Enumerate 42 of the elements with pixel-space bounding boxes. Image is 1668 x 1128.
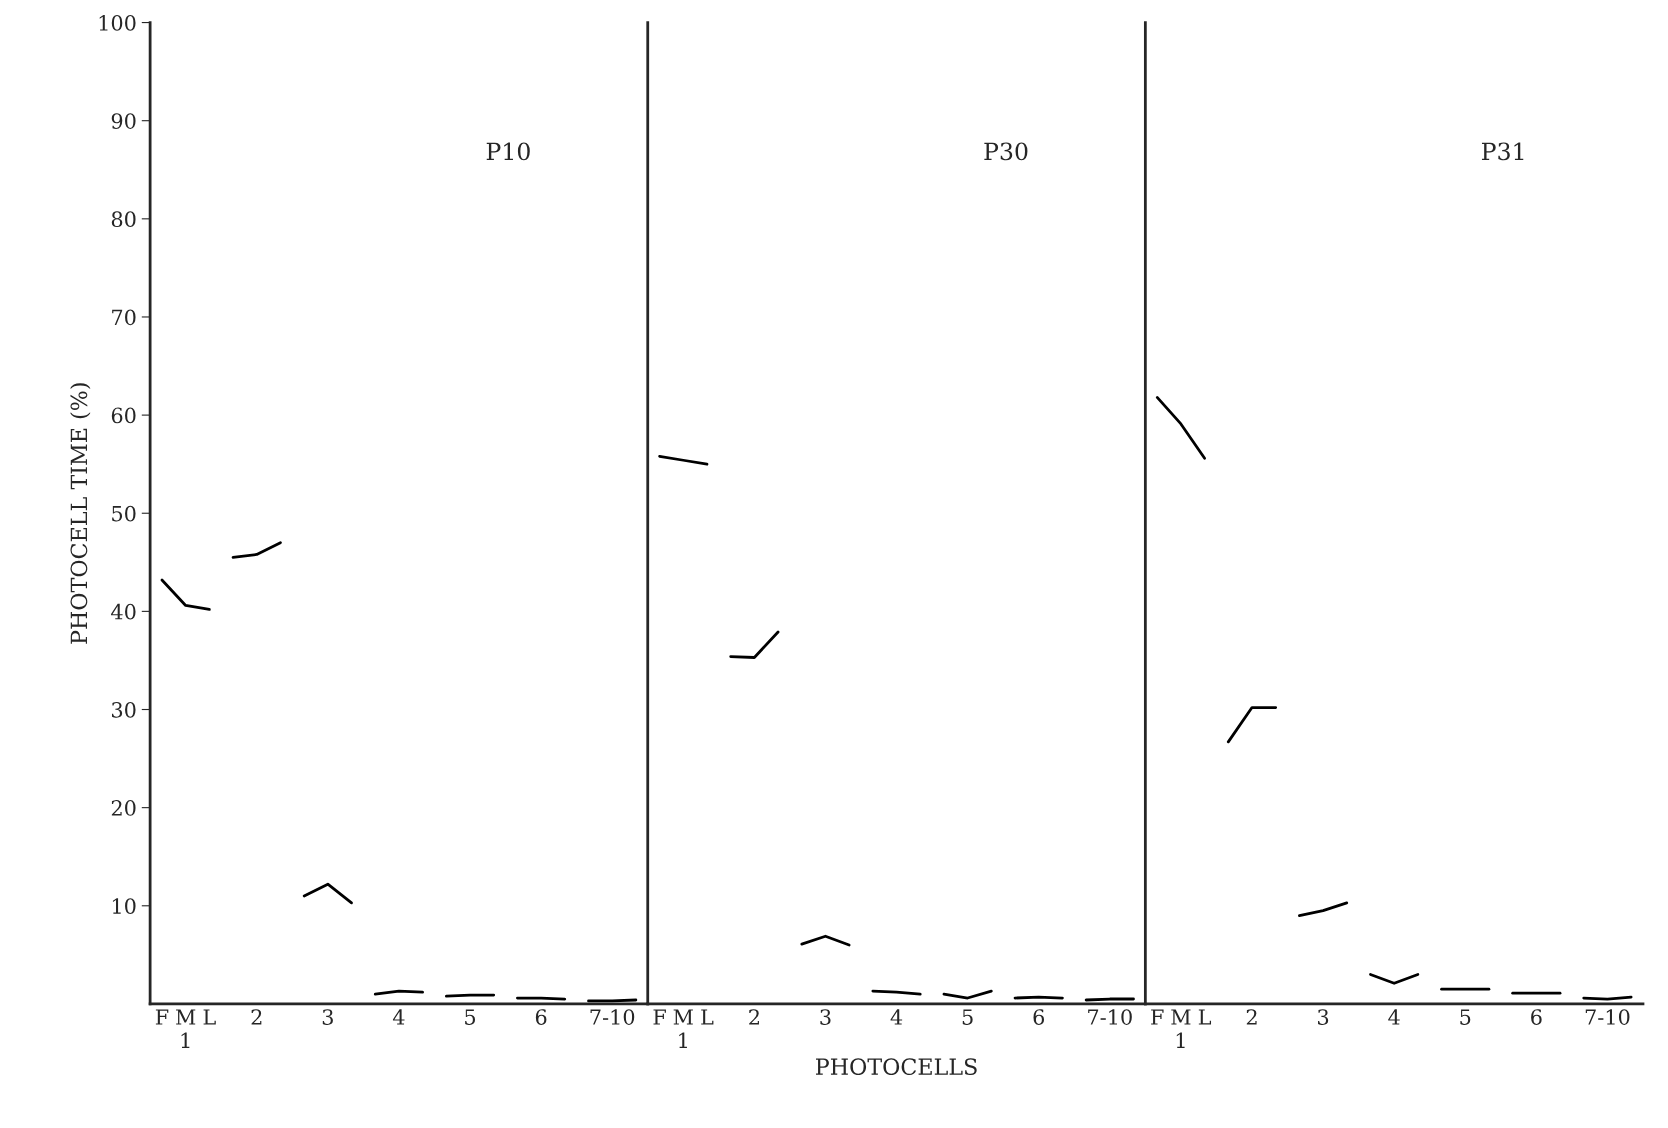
x-tick-label: F [155, 1009, 169, 1025]
x-tick-label: 6 [1531, 1009, 1542, 1025]
y-tick-label: 70 [112, 309, 136, 326]
x-tick-label: 3 [322, 1009, 333, 1025]
x-tick-label: 4 [1388, 1009, 1400, 1025]
x-tick-label: L [1198, 1009, 1212, 1025]
x-tick-label: 3 [1318, 1009, 1329, 1025]
x-tick-label: F [1151, 1009, 1164, 1025]
x-tick-label: 2 [749, 1009, 759, 1025]
x-axis-title: PHOTOCELLS [816, 1058, 977, 1076]
x-tick-label: L [701, 1009, 714, 1025]
y-tick-label: 30 [112, 701, 136, 718]
y-tick-label: 80 [111, 211, 136, 228]
y-tick-label: 90 [111, 113, 136, 129]
x-tick-label: 5 [962, 1009, 973, 1025]
x-tick-label: 6 [1033, 1009, 1045, 1025]
x-tick-label: 5 [1460, 1009, 1471, 1025]
y-tick-label: 50 [112, 505, 136, 522]
x-tick-label: 2 [1246, 1009, 1257, 1025]
text: P10 [486, 142, 530, 161]
x-tick-label: M 1 [673, 1009, 693, 1048]
x-tick-label: 2 [251, 1009, 262, 1025]
y-tick-label: 20 [111, 800, 136, 816]
x-tick-label: 4 [890, 1009, 903, 1025]
x-tick-label: 4 [392, 1009, 405, 1025]
x-tick-label: 7-10 [1585, 1009, 1630, 1025]
x-tick-label: 3 [820, 1009, 831, 1025]
y-tick-label: 100 [99, 15, 136, 31]
text: P31 [1481, 142, 1524, 161]
x-tick-label: 6 [535, 1009, 547, 1025]
x-tick-label: 5 [465, 1009, 476, 1025]
x-tick-label: L [203, 1009, 216, 1025]
x-tick-label: M 1 [1171, 1009, 1191, 1048]
x-tick-label: 7-10 [1088, 1009, 1132, 1025]
y-tick-label: 60 [111, 407, 136, 424]
x-tick-label: M 1 [176, 1009, 196, 1048]
y-tick-label: 40 [111, 603, 136, 620]
text: P30 [984, 142, 1028, 161]
y-axis-title: PHOTOCELL TIME (%) [70, 383, 91, 644]
y-tick-label: 10 [112, 898, 136, 914]
x-tick-label: F [653, 1009, 666, 1025]
x-tick-label: 7-10 [590, 1009, 635, 1025]
